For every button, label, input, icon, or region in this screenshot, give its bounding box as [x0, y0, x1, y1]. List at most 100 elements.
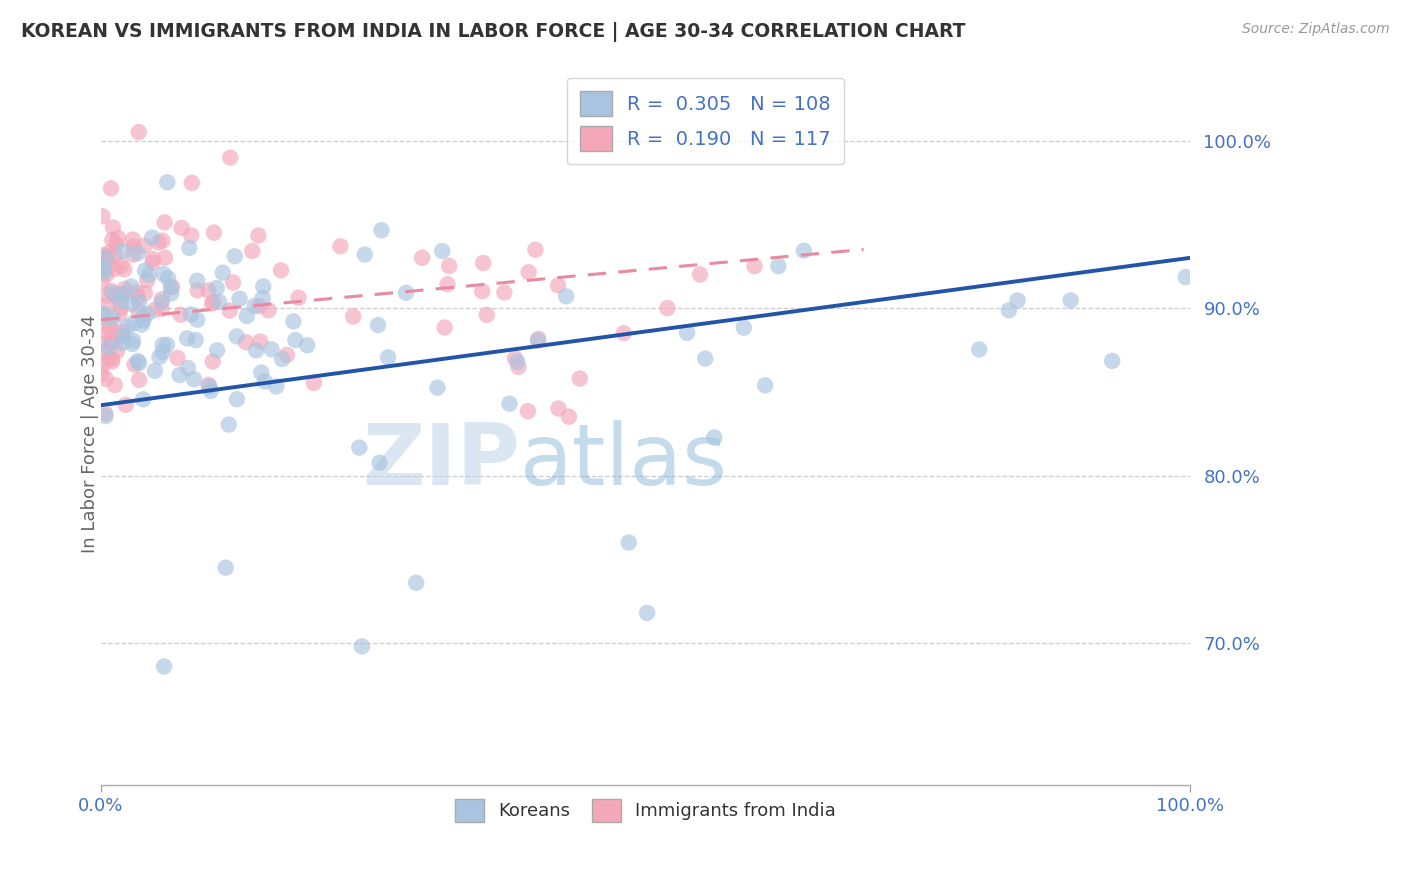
- Point: [121, 233, 143, 247]
- Point: [122, 334, 145, 348]
- Point: [222, 276, 245, 290]
- Point: [124, 358, 146, 372]
- Point: [472, 256, 495, 270]
- Point: [754, 378, 776, 392]
- Point: [180, 308, 202, 322]
- Point: [112, 244, 135, 258]
- Point: [122, 248, 145, 262]
- Point: [150, 292, 173, 306]
- Point: [91, 310, 114, 324]
- Point: [98, 322, 121, 336]
- Point: [287, 291, 309, 305]
- Point: [105, 344, 128, 359]
- Point: [101, 351, 124, 366]
- Point: [141, 230, 163, 244]
- Point: [297, 338, 319, 352]
- Point: [107, 231, 129, 245]
- Point: [101, 285, 124, 300]
- Point: [90, 260, 112, 275]
- Point: [152, 338, 174, 352]
- Point: [395, 285, 418, 300]
- Point: [252, 279, 274, 293]
- Point: [93, 248, 115, 262]
- Point: [695, 351, 717, 366]
- Point: [271, 352, 294, 367]
- Point: [111, 287, 134, 301]
- Point: [104, 378, 127, 392]
- Point: [170, 220, 193, 235]
- Point: [516, 404, 538, 418]
- Point: [226, 392, 249, 407]
- Point: [1007, 293, 1029, 308]
- Point: [111, 325, 134, 339]
- Point: [169, 368, 191, 382]
- Point: [177, 361, 200, 376]
- Point: [148, 350, 170, 364]
- Point: [555, 289, 578, 303]
- Point: [243, 299, 266, 313]
- Point: [471, 285, 494, 299]
- Point: [127, 290, 149, 304]
- Point: [186, 274, 208, 288]
- Point: [134, 263, 156, 277]
- Point: [153, 215, 176, 229]
- Point: [179, 241, 201, 255]
- Text: atlas: atlas: [520, 420, 728, 503]
- Point: [96, 289, 118, 303]
- Point: [152, 234, 174, 248]
- Point: [132, 313, 155, 327]
- Point: [100, 181, 122, 195]
- Point: [125, 285, 148, 300]
- Text: KOREAN VS IMMIGRANTS FROM INDIA IN LABOR FORCE | AGE 30-34 CORRELATION CHART: KOREAN VS IMMIGRANTS FROM INDIA IN LABOR…: [21, 22, 966, 42]
- Point: [218, 303, 240, 318]
- Point: [215, 560, 238, 574]
- Point: [97, 351, 120, 366]
- Point: [138, 268, 160, 282]
- Point: [94, 406, 117, 420]
- Point: [475, 308, 498, 322]
- Point: [96, 298, 118, 312]
- Point: [136, 273, 159, 287]
- Point: [252, 291, 274, 305]
- Point: [110, 300, 132, 314]
- Point: [744, 259, 766, 273]
- Point: [94, 251, 117, 265]
- Point: [101, 354, 124, 368]
- Point: [349, 441, 371, 455]
- Point: [160, 280, 183, 294]
- Point: [329, 239, 352, 253]
- Point: [201, 354, 224, 368]
- Point: [128, 125, 150, 139]
- Legend: Koreans, Immigrants from India: Koreans, Immigrants from India: [449, 791, 844, 830]
- Point: [676, 326, 699, 340]
- Point: [186, 284, 208, 298]
- Point: [127, 354, 149, 368]
- Point: [260, 343, 283, 357]
- Point: [284, 333, 307, 347]
- Point: [128, 294, 150, 309]
- Point: [180, 176, 202, 190]
- Point: [91, 258, 114, 272]
- Point: [503, 351, 526, 366]
- Point: [152, 345, 174, 359]
- Point: [100, 284, 122, 298]
- Point: [93, 306, 115, 320]
- Point: [100, 334, 122, 348]
- Point: [524, 243, 547, 257]
- Point: [156, 337, 179, 351]
- Point: [249, 299, 271, 313]
- Point: [283, 314, 305, 328]
- Point: [153, 659, 176, 673]
- Point: [101, 334, 124, 349]
- Point: [264, 379, 287, 393]
- Point: [368, 456, 391, 470]
- Point: [219, 151, 242, 165]
- Point: [205, 281, 228, 295]
- Y-axis label: In Labor Force | Age 30-34: In Labor Force | Age 30-34: [82, 315, 98, 553]
- Point: [91, 261, 114, 276]
- Point: [342, 310, 364, 324]
- Point: [98, 340, 121, 354]
- Point: [211, 266, 233, 280]
- Point: [498, 397, 520, 411]
- Point: [128, 373, 150, 387]
